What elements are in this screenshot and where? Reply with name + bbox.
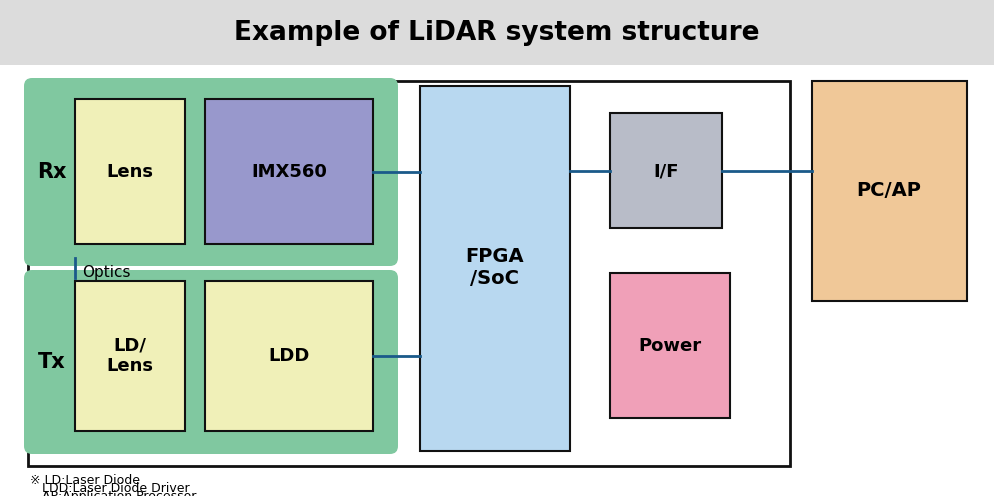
Bar bbox=[0, 65, 994, 496]
Text: AP:Application Processor: AP:Application Processor bbox=[30, 490, 196, 496]
Bar bbox=[205, 281, 373, 431]
Bar bbox=[419, 86, 570, 451]
Bar bbox=[0, 0, 994, 65]
Bar bbox=[75, 281, 185, 431]
Bar bbox=[609, 113, 722, 228]
Bar bbox=[28, 81, 789, 466]
Text: FPGA
/SoC: FPGA /SoC bbox=[465, 248, 524, 289]
Bar bbox=[205, 99, 373, 244]
Text: LD/
Lens: LD/ Lens bbox=[106, 337, 153, 375]
Bar bbox=[811, 81, 966, 301]
Bar bbox=[609, 273, 730, 418]
Bar bbox=[75, 99, 185, 244]
Text: Optics: Optics bbox=[82, 264, 130, 280]
Text: PC/AP: PC/AP bbox=[856, 182, 920, 200]
Text: Tx: Tx bbox=[38, 352, 66, 372]
Text: IMX560: IMX560 bbox=[250, 163, 327, 181]
Text: Lens: Lens bbox=[106, 163, 153, 181]
Text: LDD: LDD bbox=[268, 347, 309, 365]
Text: Power: Power bbox=[638, 337, 701, 355]
Text: LDD:Laser Diode Driver: LDD:Laser Diode Driver bbox=[30, 482, 190, 495]
Text: Example of LiDAR system structure: Example of LiDAR system structure bbox=[234, 20, 759, 46]
FancyBboxPatch shape bbox=[24, 270, 398, 454]
Text: Rx: Rx bbox=[37, 162, 67, 182]
Text: ※ LD:Laser Diode: ※ LD:Laser Diode bbox=[30, 474, 140, 487]
Text: I/F: I/F bbox=[653, 162, 678, 180]
FancyBboxPatch shape bbox=[24, 78, 398, 266]
